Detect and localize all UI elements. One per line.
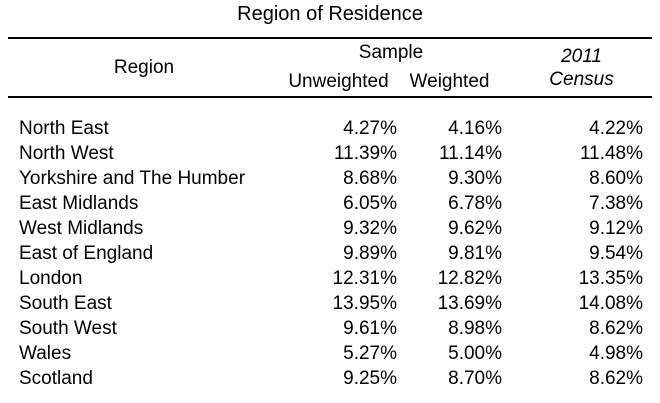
region-cell: Scotland (19, 368, 93, 389)
census-cell: 8.60% (589, 168, 644, 189)
weighted-cell: 8.98% (448, 318, 503, 339)
table-row: West Midlands 9.32% 9.62% 9.12% (8, 216, 652, 241)
column-header-region: Region (113, 56, 175, 78)
region-cell: North West (19, 143, 114, 164)
weighted-cell: 6.78% (448, 193, 503, 214)
table-row: Scotland 9.25% 8.70% 8.62% (8, 366, 652, 391)
unweighted-cell: 4.27% (343, 118, 397, 139)
census-cell: 4.98% (589, 343, 644, 364)
census-cell: 14.08% (578, 293, 644, 314)
table-row: Yorkshire and The Humber 8.68% 9.30% 8.6… (8, 166, 652, 191)
region-cell: East Midlands (19, 193, 139, 214)
region-cell: East of England (19, 243, 154, 264)
table-row: London 12.31% 12.82% 13.35% (8, 266, 652, 291)
unweighted-cell: 13.95% (332, 293, 397, 314)
column-header-unweighted: Unweighted (288, 70, 389, 92)
weighted-cell: 11.14% (438, 143, 503, 164)
table-row: Wales 5.27% 5.00% 4.98% (8, 341, 652, 366)
region-cell: North East (19, 118, 109, 139)
unweighted-cell: 9.61% (343, 318, 397, 339)
table-row: East Midlands 6.05% 6.78% 7.38% (8, 191, 652, 216)
census-cell: 7.38% (589, 193, 644, 214)
unweighted-cell: 6.05% (343, 193, 397, 214)
weighted-cell: 9.62% (448, 218, 503, 239)
region-cell: South West (19, 318, 117, 339)
column-header-2011-census: 2011 Census (502, 38, 652, 97)
header-sub-row: Unweighted Weighted (8, 67, 652, 97)
weighted-cell: 12.82% (437, 268, 503, 289)
region-of-residence-table: Region Sample 2011 Census Unweighted Wei… (8, 37, 653, 391)
table-title: Region of Residence (237, 3, 423, 25)
column-header-weighted: Weighted (409, 70, 490, 92)
table-row: North West 11.39% 11.14% 11.48% (8, 141, 652, 166)
weighted-cell: 9.81% (448, 243, 503, 264)
unweighted-cell: 9.25% (343, 368, 397, 389)
table-row: South East 13.95% 13.69% 14.08% (8, 291, 652, 316)
table-row: North East 4.27% 4.16% 4.22% (8, 97, 652, 141)
census-header-label: Census (549, 68, 614, 90)
census-header-year: 2011 (561, 45, 602, 67)
unweighted-cell: 8.68% (343, 168, 397, 189)
table-header: Region Sample 2011 Census Unweighted Wei… (8, 38, 653, 97)
unweighted-cell: 9.89% (343, 243, 397, 264)
census-cell: 9.12% (589, 218, 644, 239)
region-cell: Yorkshire and The Humber (19, 168, 246, 189)
weighted-cell: 13.69% (437, 293, 503, 314)
weighted-cell: 4.16% (448, 118, 503, 139)
unweighted-cell: 5.27% (343, 343, 397, 364)
table-row: East of England 9.89% 9.81% 9.54% (8, 241, 652, 266)
weighted-cell: 8.70% (448, 368, 503, 389)
census-cell: 11.48% (579, 143, 644, 164)
region-cell: South East (19, 293, 112, 314)
unweighted-cell: 11.39% (333, 143, 397, 164)
region-cell: Wales (19, 343, 72, 364)
weighted-cell: 9.30% (448, 168, 503, 189)
table-body: North East 4.27% 4.16% 4.22% North West … (8, 97, 652, 391)
column-group-header-sample: Sample (358, 42, 424, 63)
census-cell: 8.62% (589, 318, 644, 339)
unweighted-cell: 9.32% (343, 218, 397, 239)
weighted-cell: 5.00% (448, 343, 503, 364)
census-cell: 13.35% (578, 268, 644, 289)
census-cell: 4.22% (589, 118, 644, 139)
region-cell: West Midlands (19, 218, 144, 239)
census-cell: 8.62% (589, 368, 644, 389)
table-row: South West 9.61% 8.98% 8.62% (8, 316, 652, 341)
region-cell: London (19, 268, 83, 289)
header-group-row: Region Sample 2011 Census (8, 38, 652, 90)
census-cell: 9.54% (589, 243, 644, 264)
unweighted-cell: 12.31% (332, 268, 397, 289)
